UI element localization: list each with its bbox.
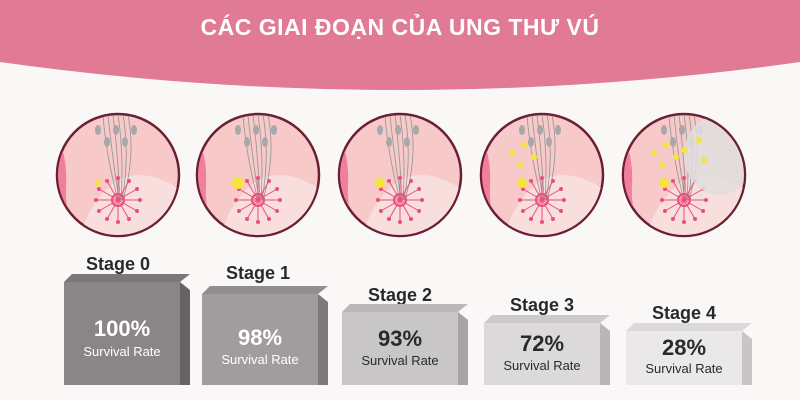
survival-caption: Survival Rate: [83, 344, 161, 359]
stage-0: Stage 0 100% Survival Rate: [48, 0, 190, 400]
stage-label: Stage 4: [651, 303, 717, 323]
stage-label: Stage 1: [225, 263, 291, 283]
breast-diagram-icon: [621, 112, 747, 238]
survival-percent: 93%: [377, 326, 423, 351]
breast-diagram-icon: [55, 112, 181, 238]
banner-shape: [0, 0, 800, 90]
survival-box: 98% Survival Rate: [202, 286, 328, 385]
survival-caption: Survival Rate: [503, 358, 581, 373]
breast-diagram-icon: [479, 112, 605, 238]
survival-caption: Survival Rate: [221, 352, 299, 367]
survival-box: 93% Survival Rate: [342, 304, 468, 385]
stage-3: Stage 3 72% Survival Rate: [472, 0, 612, 400]
survival-box: 100% Survival Rate: [64, 274, 190, 385]
survival-percent: 100%: [93, 316, 151, 341]
survival-caption: Survival Rate: [361, 353, 439, 368]
stage-label: Stage 2: [367, 285, 433, 305]
survival-box: 28% Survival Rate: [626, 323, 752, 385]
stage-label: Stage 3: [509, 295, 575, 315]
stage-2: Stage 2 93% Survival Rate: [330, 0, 470, 400]
survival-percent: 28%: [661, 335, 707, 360]
breast-diagram-icon: [195, 112, 321, 238]
survival-percent: 98%: [237, 325, 283, 350]
survival-caption: Survival Rate: [645, 361, 723, 376]
breast-diagram-icon: [337, 112, 463, 238]
stage-1: Stage 1 98% Survival Rate: [188, 0, 328, 400]
stage-label: Stage 0: [85, 254, 151, 274]
survival-box: 72% Survival Rate: [484, 315, 610, 385]
page-title: CÁC GIAI ĐOẠN CỦA UNG THƯ VÚ: [200, 14, 600, 40]
survival-percent: 72%: [519, 331, 565, 356]
stage-4: Stage 4 28% Survival Rate: [614, 0, 754, 400]
header-banner: CÁC GIAI ĐOẠN CỦA UNG THƯ VÚ: [0, 0, 800, 110]
